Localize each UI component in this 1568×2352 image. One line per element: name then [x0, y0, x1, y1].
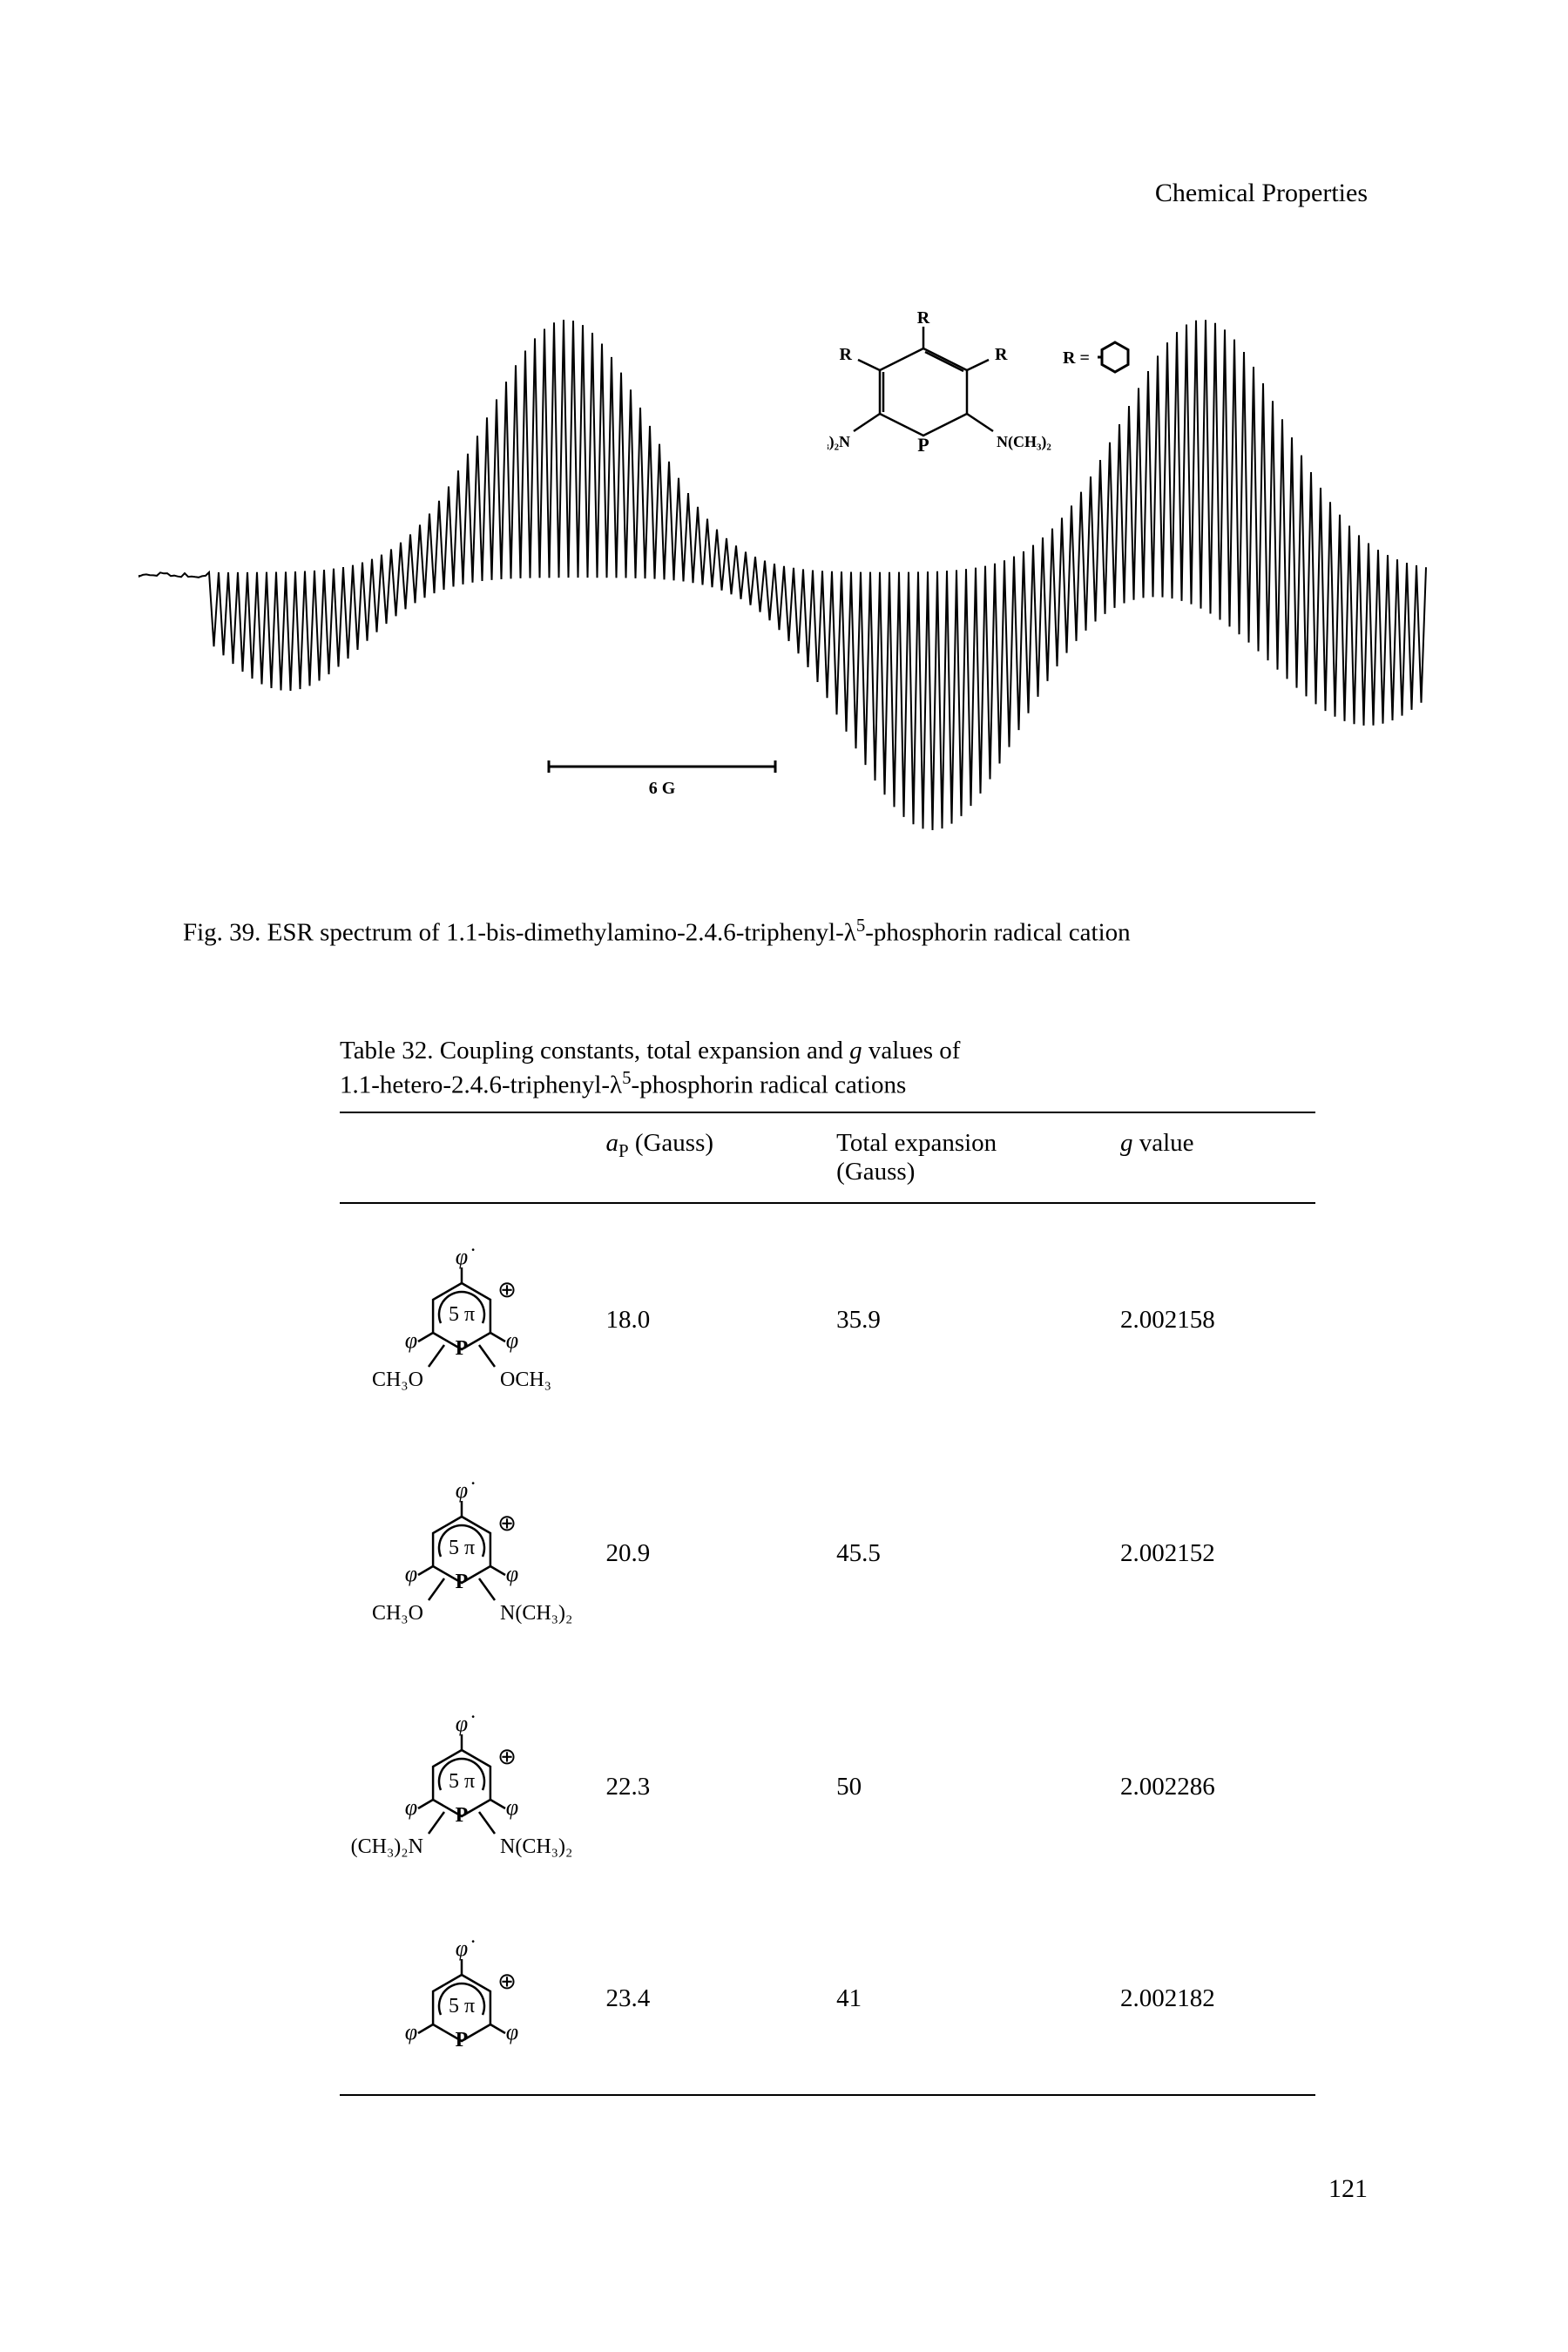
page-number: 121: [1328, 2174, 1368, 2204]
svg-text:φ̇: φ̇: [456, 1244, 475, 1269]
svg-text:P: P: [456, 2029, 469, 2051]
svg-text:⊕: ⊕: [497, 1277, 517, 1302]
total-expansion-value: 41: [836, 1904, 1120, 2095]
table-header-total-expansion: Total expansion(Gauss): [836, 1112, 1120, 1203]
svg-text:φ: φ: [405, 1561, 417, 1586]
g-value: 2.002286: [1120, 1671, 1315, 1904]
svg-text:N(CH₃)₂: N(CH₃)₂: [500, 1835, 572, 1858]
g-value: 2.002182: [1120, 1904, 1315, 2095]
ap-value: 22.3: [605, 1671, 836, 1904]
svg-text:R: R: [840, 345, 853, 364]
svg-text:5 π: 5 π: [449, 1303, 475, 1326]
svg-text:(CH₃)₂N: (CH₃)₂N: [351, 1835, 423, 1858]
scale-bar-label: 6 G: [544, 779, 780, 799]
table-row: 5 π Pφ̇ φ φ ⊕ CH₃O N(CH₃)₂ 20.945.52.002152: [340, 1437, 1315, 1671]
ap-value: 20.9: [605, 1437, 836, 1671]
svg-text:φ̇: φ̇: [456, 1936, 475, 1961]
svg-text:CH₃O: CH₃O: [372, 1369, 423, 1391]
svg-text:φ̇: φ̇: [456, 1711, 475, 1736]
running-header: Chemical Properties: [1155, 179, 1368, 208]
svg-text:5 π: 5 π: [449, 1770, 475, 1793]
svg-text:φ: φ: [506, 1328, 518, 1353]
svg-text:⊕: ⊕: [497, 1744, 517, 1769]
svg-text:φ: φ: [405, 2019, 417, 2044]
svg-text:OCH₃: OCH₃: [500, 1369, 551, 1391]
svg-text:5 π: 5 π: [449, 1995, 475, 2017]
svg-text:⊕: ⊕: [497, 1511, 517, 1536]
svg-text:φ: φ: [405, 1794, 417, 1820]
svg-text:φ̇: φ̇: [456, 1477, 475, 1503]
table-header-g-value: g value: [1120, 1112, 1315, 1203]
table-header-ap: aP (Gauss): [605, 1112, 836, 1203]
total-expansion-value: 35.9: [836, 1203, 1120, 1437]
svg-text:φ: φ: [506, 1561, 518, 1586]
g-value: 2.002152: [1120, 1437, 1315, 1671]
svg-text:5 π: 5 π: [449, 1537, 475, 1559]
esr-spectrum-figure: P R R R (CH₃)₂N N(CH₃)₂ R = 6 G: [183, 218, 1385, 906]
table-caption: Table 32. Coupling constants, total expa…: [340, 1035, 1315, 1101]
svg-text:P: P: [917, 434, 929, 456]
svg-text:(CH₃)₂N: (CH₃)₂N: [828, 433, 850, 451]
svg-text:P: P: [456, 1337, 469, 1360]
svg-text:R =: R =: [1063, 348, 1090, 368]
structure-cell: 5 π Pφ̇ φ φ ⊕ CH₃O N(CH₃)₂: [340, 1437, 605, 1671]
svg-text:N(CH₃)₂: N(CH₃)₂: [500, 1602, 572, 1625]
svg-text:φ: φ: [506, 2019, 518, 2044]
inset-structure: P R R R (CH₃)₂N N(CH₃)₂ R =: [828, 309, 1159, 483]
table-header-structure: [340, 1112, 605, 1203]
total-expansion-value: 50: [836, 1671, 1120, 1904]
svg-text:P: P: [456, 1804, 469, 1827]
structure-cell: 5 π Pφ̇ φ φ ⊕ (CH₃)₂N N(CH₃)₂: [340, 1671, 605, 1904]
structure-cell: 5 π Pφ̇ φ φ ⊕ CH₃O OCH₃: [340, 1203, 605, 1437]
total-expansion-value: 45.5: [836, 1437, 1120, 1671]
table-row: 5 π Pφ̇ φ φ ⊕ 23.4412.002182: [340, 1904, 1315, 2095]
inset-structure-svg: P R R R (CH₃)₂N N(CH₃)₂ R =: [828, 309, 1159, 483]
structure-cell: 5 π Pφ̇ φ φ ⊕: [340, 1904, 605, 2095]
ap-value: 23.4: [605, 1904, 836, 2095]
svg-text:φ: φ: [405, 1328, 417, 1353]
table-32: Table 32. Coupling constants, total expa…: [340, 1035, 1315, 2096]
svg-text:R: R: [995, 345, 1008, 364]
table-row: 5 π Pφ̇ φ φ ⊕ (CH₃)₂N N(CH₃)₂ 22.3502.002286: [340, 1671, 1315, 1904]
svg-text:P: P: [456, 1571, 469, 1593]
esr-spectrum-trace: [131, 218, 1437, 906]
svg-text:R: R: [917, 309, 930, 328]
table-row: 5 π Pφ̇ φ φ ⊕ CH₃O OCH₃ 18.035.92.002158: [340, 1203, 1315, 1437]
figure-caption: Fig. 39. ESR spectrum of 1.1-bis-dimethy…: [183, 915, 1385, 948]
g-value: 2.002158: [1120, 1203, 1315, 1437]
svg-text:φ: φ: [506, 1794, 518, 1820]
coupling-constants-table: aP (Gauss) Total expansion(Gauss) g valu…: [340, 1112, 1315, 2096]
ap-value: 18.0: [605, 1203, 836, 1437]
scale-bar: 6 G: [544, 758, 780, 799]
svg-text:⊕: ⊕: [497, 1969, 517, 1994]
svg-text:N(CH₃)₂: N(CH₃)₂: [997, 433, 1051, 451]
svg-text:CH₃O: CH₃O: [372, 1602, 423, 1625]
